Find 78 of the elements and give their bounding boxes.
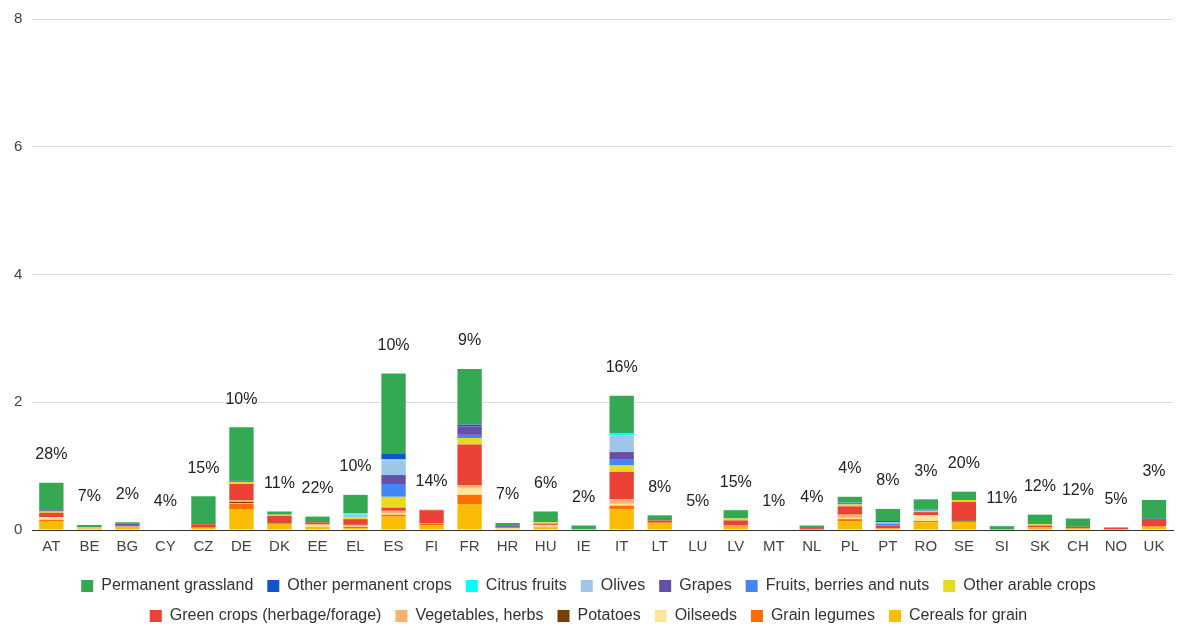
x-tick-label: HR bbox=[496, 537, 519, 555]
annotation: 5% bbox=[1104, 489, 1128, 507]
annotation: 2% bbox=[115, 484, 139, 502]
legend-label: Permanent grassland bbox=[101, 576, 254, 594]
x-tick-label: PT bbox=[878, 537, 898, 555]
x-tick-label: DE bbox=[231, 537, 252, 555]
annotation: 4% bbox=[800, 487, 824, 505]
y-tick-label: 2 bbox=[14, 392, 23, 410]
legend-label: Cereals for grain bbox=[908, 606, 1028, 624]
x-tick-label: LT bbox=[651, 537, 668, 555]
x-tick-label: BG bbox=[116, 537, 139, 555]
annotation: 2% bbox=[572, 487, 596, 505]
annotation: 10% bbox=[339, 457, 372, 475]
x-tick-label: NO bbox=[1104, 537, 1128, 555]
x-tick-label: ES bbox=[383, 537, 404, 555]
legend-label: Other arable crops bbox=[963, 576, 1096, 594]
x-tick-label: FR bbox=[459, 537, 480, 555]
x-tick-label: PL bbox=[840, 537, 859, 555]
annotation: 1% bbox=[762, 492, 786, 510]
annotation: 12% bbox=[1061, 480, 1094, 498]
x-tick-label: MT bbox=[762, 537, 785, 555]
annotation: 4% bbox=[153, 492, 177, 510]
annotation: 9% bbox=[458, 331, 482, 349]
legend-label: Grapes bbox=[679, 576, 732, 594]
legend-label: Green crops (herbage/forage) bbox=[169, 606, 382, 624]
x-tick-label: AT bbox=[42, 537, 61, 555]
y-tick-label: 8 bbox=[14, 9, 23, 27]
annotation: 7% bbox=[496, 485, 520, 503]
x-tick-label: SK bbox=[1029, 537, 1050, 555]
x-tick-label: EE bbox=[307, 537, 328, 555]
x-tick-label: BE bbox=[79, 537, 100, 555]
x-tick-label: RO bbox=[914, 537, 938, 555]
x-tick-label: CY bbox=[155, 537, 176, 555]
annotation: 15% bbox=[719, 472, 752, 490]
x-tick-label: CH bbox=[1067, 537, 1089, 555]
annotation: 11% bbox=[986, 488, 1018, 506]
x-tick-label: NL bbox=[802, 537, 822, 555]
annotation: 20% bbox=[947, 454, 980, 472]
annotation: 12% bbox=[1023, 477, 1056, 495]
legend-label: Grain legumes bbox=[770, 606, 875, 624]
x-tick-label: CZ bbox=[193, 537, 214, 555]
annotation: 8% bbox=[876, 471, 900, 489]
annotation: 28% bbox=[35, 445, 68, 463]
legend-label: Fruits, berries and nuts bbox=[765, 576, 930, 594]
legend-label: Potatoes bbox=[577, 606, 641, 624]
x-tick-label: LU bbox=[688, 537, 708, 555]
x-tick-label: SI bbox=[994, 537, 1009, 555]
annotation: 6% bbox=[534, 473, 558, 491]
x-tick-label: FI bbox=[424, 537, 439, 555]
annotation: 10% bbox=[225, 389, 258, 407]
annotation: 10% bbox=[377, 335, 410, 353]
x-tick-label: LV bbox=[727, 537, 745, 555]
x-tick-label: HU bbox=[534, 537, 557, 555]
annotation: 3% bbox=[914, 461, 938, 479]
y-tick-label: 6 bbox=[14, 136, 23, 154]
x-tick-label: EL bbox=[346, 537, 365, 555]
annotation: 15% bbox=[187, 458, 220, 476]
legend-label: Oilseeds bbox=[674, 606, 737, 624]
legend-label: Citrus fruits bbox=[485, 576, 567, 594]
annotation: 5% bbox=[686, 492, 710, 510]
legend-label: Other permanent crops bbox=[287, 576, 452, 594]
annotation: 22% bbox=[301, 478, 334, 496]
legend-label: Vegetables, herbs bbox=[415, 606, 544, 624]
x-tick-label: SE bbox=[953, 537, 974, 555]
annotation: 14% bbox=[415, 471, 448, 489]
annotation: 8% bbox=[648, 477, 672, 495]
annotation: 16% bbox=[605, 358, 638, 376]
x-tick-label: IT bbox=[615, 537, 629, 555]
x-tick-label: UK bbox=[1143, 537, 1165, 555]
y-tick-label: 0 bbox=[14, 520, 23, 538]
annotation: 4% bbox=[838, 459, 862, 477]
x-tick-label: DK bbox=[269, 537, 290, 555]
x-tick-label: IE bbox=[576, 537, 591, 555]
annotation: 11% bbox=[264, 473, 295, 491]
annotation: 3% bbox=[1142, 462, 1166, 480]
annotation: 7% bbox=[77, 487, 101, 505]
y-tick-label: 4 bbox=[14, 264, 23, 282]
legend-label: Olives bbox=[600, 576, 646, 594]
